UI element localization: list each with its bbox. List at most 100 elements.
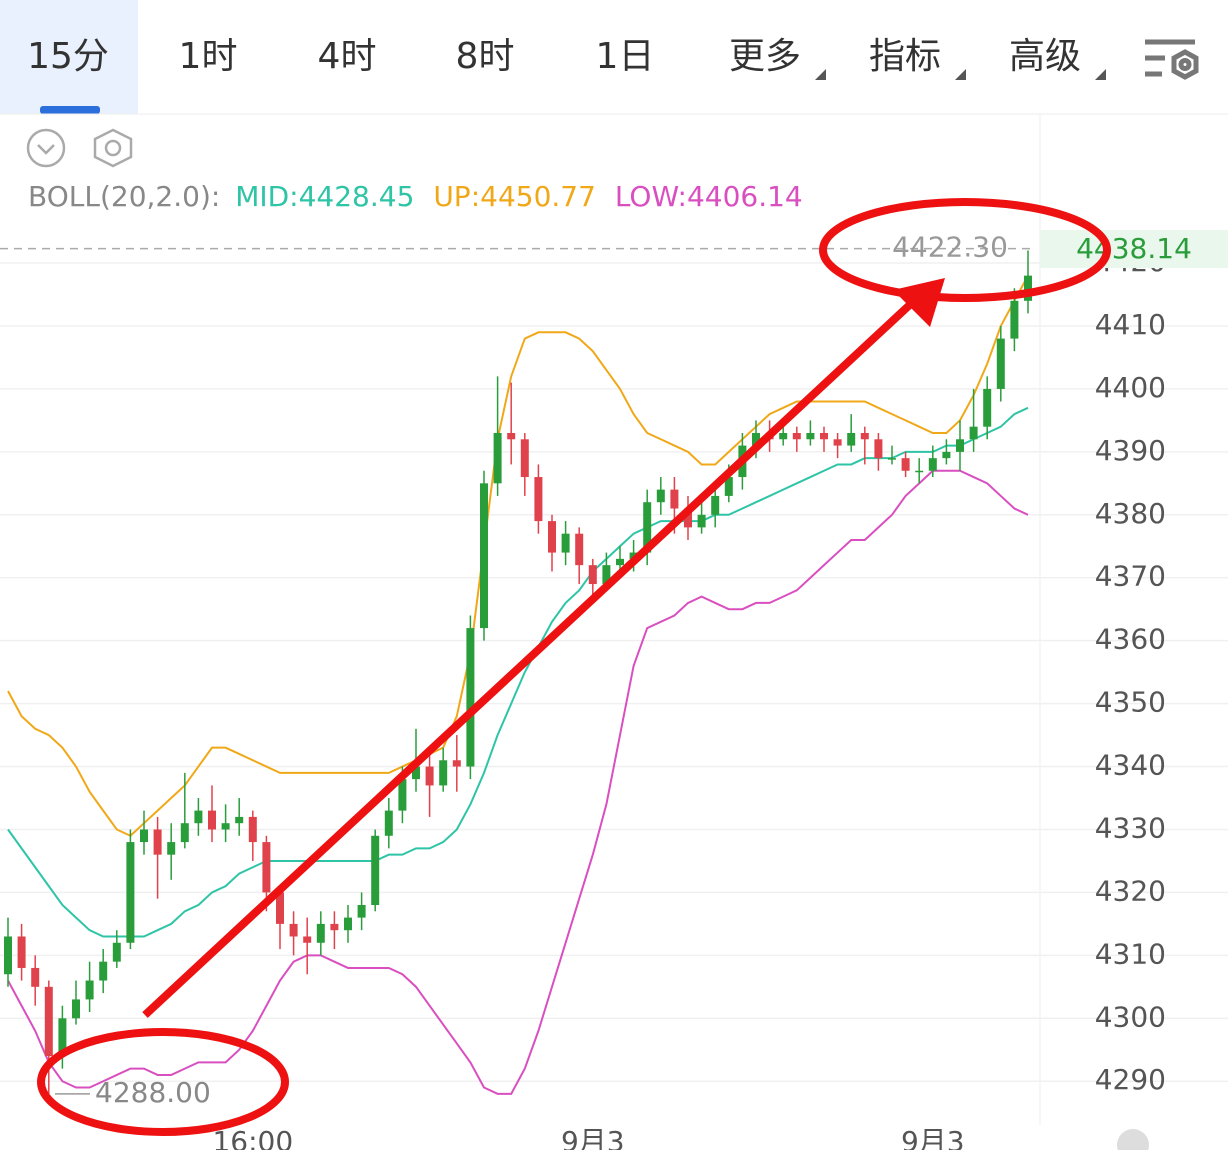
boll-line: [7, 469, 1029, 1095]
candle-body: [806, 432, 815, 440]
x-tick-label: 9月3: [561, 1125, 625, 1150]
candle-body: [629, 552, 638, 559]
y-tick-label: 4370: [1095, 560, 1166, 593]
tab[interactable]: 8时: [456, 36, 515, 77]
candle-body: [466, 628, 475, 767]
candle-body: [126, 842, 135, 943]
candle-body: [208, 810, 216, 830]
collapse-icon[interactable]: [26, 128, 66, 168]
y-tick-label: 4400: [1095, 371, 1166, 404]
y-tick-label: 4390: [1095, 434, 1166, 467]
dropdown-arrow: [1095, 69, 1106, 80]
indicator-settings-icon[interactable]: [93, 128, 133, 168]
candle-body: [72, 999, 80, 1019]
tab[interactable]: 15分: [27, 36, 109, 77]
candle-body: [520, 439, 529, 478]
candle-body: [289, 923, 298, 937]
candle-body: [983, 388, 992, 427]
candle-body: [942, 451, 951, 459]
candle-body: [956, 439, 964, 452]
candle-body: [493, 432, 502, 484]
candle-body: [99, 961, 108, 981]
candle-body: [58, 1018, 67, 1057]
candle-body: [194, 810, 203, 824]
legend-entry: LOW:4406.14: [615, 180, 803, 213]
candle-body: [860, 432, 869, 440]
candle-body: [371, 835, 380, 906]
candle-body: [344, 917, 352, 931]
active-tab-bg: [0, 0, 138, 114]
tab[interactable]: 指标: [869, 36, 941, 77]
x-tick-label: 16:00: [212, 1125, 293, 1150]
candle-body: [330, 923, 339, 931]
candle-body: [357, 905, 366, 918]
tab[interactable]: 1日: [596, 36, 655, 77]
high-price-label: 4422.30: [892, 231, 1008, 264]
candle-body: [1024, 275, 1032, 301]
candle-body: [928, 458, 937, 471]
tab[interactable]: 高级: [1009, 36, 1081, 77]
candle-body: [616, 558, 624, 566]
y-tick-label: 4300: [1095, 1000, 1166, 1033]
last-price-box: [1040, 230, 1228, 268]
candle-body: [792, 432, 801, 440]
candle-body: [575, 533, 584, 566]
candle-body: [561, 533, 570, 553]
boll-line: [7, 275, 1029, 837]
y-tick-label: 4310: [1095, 937, 1166, 970]
candle-body: [996, 338, 1005, 389]
last-price-label: 4438.14: [1076, 232, 1192, 265]
tab[interactable]: 更多: [729, 36, 801, 77]
candle-body: [316, 923, 325, 943]
candle-body: [534, 477, 543, 522]
candle-body: [874, 439, 883, 459]
y-tick-label: 4290: [1095, 1063, 1166, 1096]
candle-body: [507, 432, 516, 440]
settings-icon[interactable]: [1145, 39, 1199, 80]
tab[interactable]: 4时: [318, 36, 377, 77]
tab[interactable]: 1时: [179, 36, 238, 77]
candle-body: [588, 565, 597, 585]
y-tick-label: 4340: [1095, 749, 1166, 782]
candle-body: [44, 986, 53, 1057]
candle-body: [180, 823, 189, 843]
y-tick-label: 4350: [1095, 686, 1166, 719]
candle-body: [167, 842, 176, 855]
candle-body: [85, 980, 94, 1000]
indicator-label: BOLL(20,2.0):: [28, 180, 220, 213]
dropdown-arrow: [815, 69, 826, 80]
candle-body: [711, 495, 720, 515]
candle-body: [384, 810, 393, 836]
active-tab-indicator: [40, 106, 100, 114]
candle-body: [643, 502, 652, 553]
candle-body: [262, 842, 271, 893]
candle-body: [820, 432, 828, 440]
zoom-button[interactable]: [1117, 1129, 1149, 1150]
legend-entry: UP:4450.77: [433, 180, 596, 213]
legend-entry: MID:4428.45: [235, 180, 414, 213]
candle-body: [752, 432, 760, 446]
y-tick-label: 4330: [1095, 811, 1166, 844]
y-tick-label: 4380: [1095, 497, 1166, 530]
candle-body: [480, 483, 488, 629]
candle-body: [452, 760, 461, 767]
y-tick-label: 4320: [1095, 874, 1166, 907]
candle-body: [915, 470, 924, 473]
annotation-drawing: [37, 198, 1111, 1136]
candle-body: [248, 816, 257, 843]
candle-body: [112, 942, 121, 962]
candle-body: [153, 829, 162, 855]
candle-body: [439, 760, 448, 786]
candle-body: [1010, 300, 1019, 339]
candle-body: [235, 816, 244, 824]
candle-body: [684, 508, 692, 528]
candle-body: [670, 489, 679, 509]
y-tick-label: 4360: [1095, 623, 1166, 656]
candle-body: [4, 936, 12, 975]
x-tick-label: 9月3: [901, 1125, 965, 1150]
low-price-label: 4288.00: [95, 1076, 211, 1109]
candle-body: [31, 967, 40, 987]
candle-body: [602, 565, 611, 585]
candle-body: [847, 432, 856, 446]
